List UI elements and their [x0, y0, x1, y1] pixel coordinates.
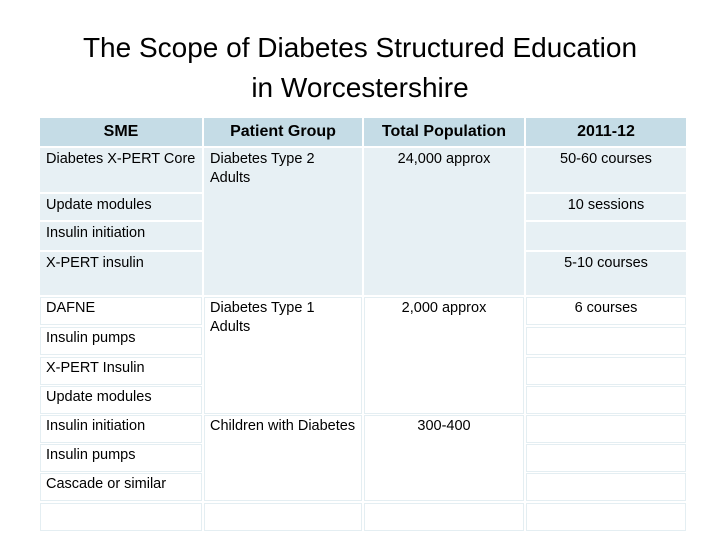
patient-group-cell: Children with Diabetes [204, 415, 362, 501]
sme-cell: Insulin initiation [40, 415, 202, 443]
year-cell: 50-60 courses [526, 148, 686, 192]
title-line-1: The Scope of Diabetes Structured Educati… [82, 32, 638, 63]
sme-cell: Cascade or similar [40, 473, 202, 501]
sme-cell: Insulin pumps [40, 444, 202, 472]
sme-cell: Diabetes X-PERT Core [40, 148, 202, 192]
year-cell-empty [526, 473, 686, 501]
sme-cell: Insulin initiation [40, 222, 202, 250]
year-cell-empty [526, 327, 686, 355]
population-cell: 24,000 approx [364, 148, 524, 295]
year-cell-empty [526, 444, 686, 472]
sme-cell: DAFNE [40, 297, 202, 325]
header-patient-group: Patient Group [204, 118, 362, 146]
page-title: The Scope of Diabetes Structured Educati… [0, 28, 720, 108]
sme-cell: X-PERT Insulin [40, 357, 202, 385]
header-total-population: Total Population [364, 118, 524, 146]
year-cell-empty [526, 415, 686, 443]
year-cell: 6 courses [526, 297, 686, 325]
patient-group-cell-empty [204, 503, 362, 531]
year-cell-empty [526, 357, 686, 385]
year-cell-empty [526, 222, 686, 250]
patient-group-cell: Diabetes Type 2 Adults [204, 148, 362, 295]
population-cell-empty [364, 503, 524, 531]
sme-cell: Update modules [40, 194, 202, 220]
year-cell: 10 sessions [526, 194, 686, 220]
year-cell-empty [526, 503, 686, 531]
year-cell-empty [526, 386, 686, 414]
sme-cell: Update modules [40, 386, 202, 414]
year-cell: 5-10 courses [526, 252, 686, 295]
header-2011-12: 2011-12 [526, 118, 686, 146]
title-line-2: in Worcestershire [251, 72, 469, 103]
header-sme: SME [40, 118, 202, 146]
population-cell: 2,000 approx [364, 297, 524, 414]
sme-cell: Insulin pumps [40, 327, 202, 355]
patient-group-cell: Diabetes Type 1 Adults [204, 297, 362, 414]
population-cell: 300-400 [364, 415, 524, 501]
sme-cell-empty [40, 503, 202, 531]
sme-cell: X-PERT insulin [40, 252, 202, 295]
